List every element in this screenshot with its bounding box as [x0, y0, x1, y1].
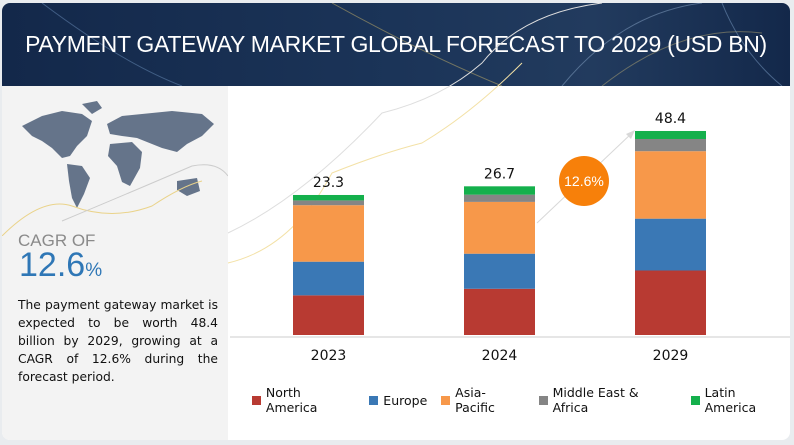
- legend-swatch: [252, 395, 261, 405]
- legend-label: North America: [265, 385, 318, 415]
- decorative-lines: [41, 3, 783, 86]
- legend-swatch: [690, 395, 700, 405]
- infographic: PAYMENT GATEWAY MARKET GLOBAL FORECAST T…: [2, 3, 790, 440]
- decorative-curve: [227, 62, 523, 264]
- legend-label: Europe: [383, 392, 428, 408]
- total-label-2024: 26.7: [484, 166, 515, 182]
- legend-label: Middle East & Africa: [552, 385, 639, 415]
- cagr-badge-label: 12.6%: [564, 173, 604, 189]
- description-text: The payment gateway market is expected t…: [18, 298, 218, 384]
- bar-segment-asia-pacific-2024: [464, 201, 535, 254]
- decorative-curve: [227, 3, 603, 234]
- legend-swatch: [369, 395, 379, 405]
- cagr-number: 12.6: [19, 246, 86, 284]
- bar-segment-europe-2024: [464, 253, 535, 289]
- legend-swatch: [441, 395, 451, 405]
- total-label-2023: 23.3: [313, 175, 344, 191]
- legend-item: Europe: [369, 385, 427, 415]
- legend-item: North America: [252, 385, 355, 415]
- bar-segment-asia-pacific-2029: [635, 151, 706, 219]
- bar-segment-north-america-2023: [293, 295, 364, 335]
- category-label-2024: 2024: [482, 348, 518, 364]
- chart-title: PAYMENT GATEWAY MARKET GLOBAL FORECAST T…: [25, 31, 767, 57]
- bar-segment-latin-america-2024: [464, 186, 535, 195]
- bar-segment-latin-america-2029: [635, 130, 706, 139]
- bar-segment-asia-pacific-2023: [293, 205, 364, 262]
- legend-item: Middle East & Africa: [538, 385, 677, 415]
- legend-label: Latin America: [704, 385, 757, 415]
- cagr-badge: [559, 156, 609, 206]
- legend-label: Asia-Pacific: [455, 385, 495, 415]
- bar-segment-europe-2023: [293, 261, 364, 296]
- stacked-bar-chart: 23.3 2023 26.7 2024 48.4 2029 12.6%: [227, 3, 790, 364]
- legend-item: Latin America: [690, 385, 790, 415]
- cagr-label: CAGR OF: [18, 231, 96, 250]
- arrow-head-icon: [626, 130, 635, 139]
- cagr-value: 12.6%: [19, 246, 102, 285]
- category-label-2029: 2029: [653, 348, 689, 364]
- world-map-icon: [2, 101, 228, 236]
- legend: North America Europe Asia-Pacific Middle Ea…: [252, 385, 790, 415]
- bar-segment-middle-east-africa-2023: [293, 200, 364, 206]
- category-label-2023: 2023: [311, 348, 347, 364]
- bar-segment-middle-east-africa-2029: [635, 138, 706, 152]
- bar-segment-europe-2029: [635, 218, 706, 271]
- bar-segment-north-america-2024: [464, 288, 535, 335]
- total-label-2029: 48.4: [655, 111, 686, 127]
- bar-segment-middle-east-africa-2024: [464, 194, 535, 202]
- bar-segment-latin-america-2023: [293, 194, 364, 201]
- header-banner: PAYMENT GATEWAY MARKET GLOBAL FORECAST T…: [2, 3, 790, 86]
- legend-item: Asia-Pacific: [441, 385, 524, 415]
- legend-swatch: [538, 395, 548, 405]
- cagr-unit: %: [85, 260, 103, 281]
- bar-segment-north-america-2029: [635, 270, 706, 335]
- left-panel: CAGR OF 12.6% The payment gateway market…: [2, 86, 228, 440]
